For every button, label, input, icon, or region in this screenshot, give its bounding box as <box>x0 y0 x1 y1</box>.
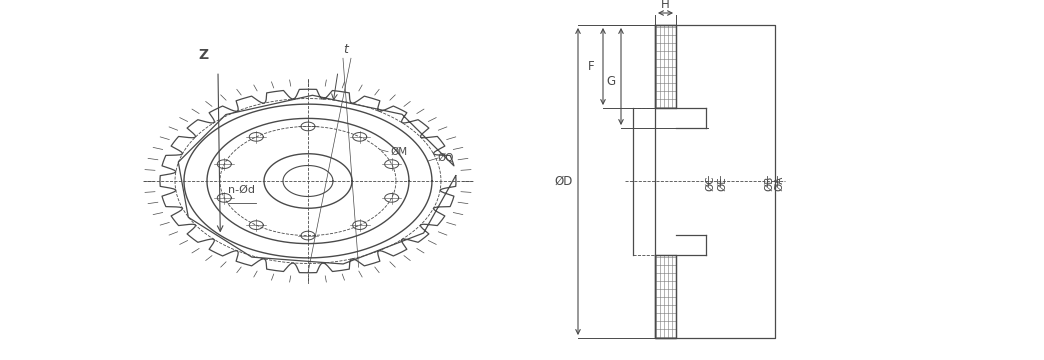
Text: Z: Z <box>198 48 208 62</box>
Text: ØE: ØE <box>717 176 727 191</box>
Text: n-Ød: n-Ød <box>229 185 256 195</box>
Text: t: t <box>343 43 348 56</box>
Text: ØD: ØD <box>554 175 573 188</box>
Text: ØM: ØM <box>390 147 407 157</box>
Text: ØB: ØB <box>764 176 774 191</box>
Text: H: H <box>661 0 670 12</box>
Text: ØQ: ØQ <box>437 153 454 163</box>
Text: F: F <box>588 60 594 73</box>
Text: ØC: ØC <box>705 175 715 191</box>
Text: ØA: ØA <box>774 176 784 191</box>
Text: G: G <box>607 75 616 88</box>
